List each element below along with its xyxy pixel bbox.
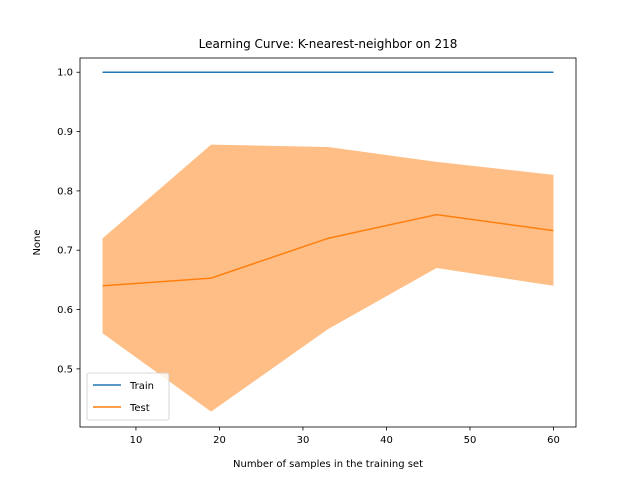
test-confidence-band: [102, 144, 554, 412]
chart-title: Learning Curve: K-nearest-neighbor on 21…: [199, 37, 458, 51]
legend-box: [86, 372, 170, 421]
legend: Train Test: [86, 372, 170, 421]
y-tick-label: 0.8: [57, 186, 73, 197]
y-tick-label: 0.9: [57, 127, 73, 138]
y-axis-label: None: [32, 229, 43, 255]
axes-frame: [79, 57, 577, 428]
y-tick-label: 0.6: [57, 305, 73, 316]
x-tick-label: 50: [464, 435, 477, 446]
series-line-test: [102, 213, 554, 287]
y-tick-label: 0.7: [57, 246, 73, 257]
legend-label-test: Test: [129, 403, 150, 414]
y-tick-label: 0.5: [57, 364, 73, 375]
x-tick-label: 30: [297, 435, 310, 446]
x-tick-label: 10: [130, 435, 143, 446]
y-tick-label: 1.0: [57, 68, 73, 79]
axis-ticks: 10 20 30 40 50 60 0.5 0.6 0.7 0.8 0.9 1.0: [57, 68, 560, 446]
plot-area: [102, 71, 554, 412]
x-tick-label: 60: [547, 435, 560, 446]
x-axis-label: Number of samples in the training set: [233, 459, 423, 470]
x-tick-label: 40: [380, 435, 393, 446]
x-tick-label: 20: [213, 435, 226, 446]
legend-label-train: Train: [129, 381, 154, 392]
